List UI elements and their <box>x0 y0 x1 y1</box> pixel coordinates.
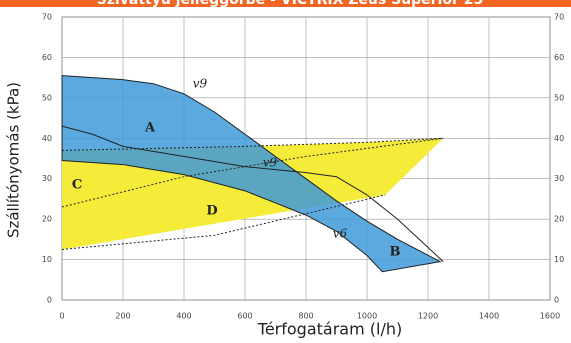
x-tick-label: 1000 <box>357 312 377 321</box>
curve <box>61 125 444 262</box>
y-tick-label-right: 20 <box>554 215 564 224</box>
y-tick-label: 70 <box>42 13 52 22</box>
y-tick-label: 30 <box>42 174 52 183</box>
y-tick-label: 0 <box>47 296 52 305</box>
y-tick-label: 10 <box>42 255 52 264</box>
y-tick-label: 40 <box>42 134 52 143</box>
annotation: C <box>72 178 82 193</box>
x-tick-label: 1200 <box>418 312 438 321</box>
annotation: A <box>144 121 156 136</box>
y-tick-label: 20 <box>42 215 52 224</box>
y-axis-label: Szállítónyomás (kPa) <box>5 82 23 238</box>
y-tick-label: 50 <box>42 93 52 102</box>
annotation: v9 <box>193 77 208 91</box>
annotation: v6 <box>333 227 348 241</box>
y-tick-label-right: 40 <box>554 134 564 143</box>
annotation: v9 <box>263 156 278 170</box>
x-tick-label: 1600 <box>540 312 560 321</box>
y-tick-label-right: 60 <box>554 53 564 62</box>
x-tick-label: 200 <box>115 312 130 321</box>
x-tick-label: 600 <box>237 312 252 321</box>
curve <box>61 137 444 151</box>
annotation: D <box>206 204 217 219</box>
y-tick-label-right: 70 <box>554 13 564 22</box>
y-tick-label-right: 30 <box>554 174 564 183</box>
x-tick-label: 1400 <box>479 312 499 321</box>
x-tick-label: 0 <box>59 312 64 321</box>
y-tick-label-right: 10 <box>554 255 564 264</box>
y-tick-label-right: 0 <box>554 296 559 305</box>
area <box>61 75 442 273</box>
curve <box>61 194 386 250</box>
x-tick-label: 400 <box>176 312 191 321</box>
y-tick-label-right: 50 <box>554 93 564 102</box>
chart-title: Szivattyú jelleggörbe - VICTRIX Zeus Sup… <box>97 0 483 8</box>
annotation: B <box>390 245 401 260</box>
x-tick-label: 800 <box>298 312 313 321</box>
y-tick-label: 60 <box>42 53 52 62</box>
x-axis-label: Térfogatáram (l/h) <box>257 320 402 339</box>
title-bar <box>0 0 571 7</box>
